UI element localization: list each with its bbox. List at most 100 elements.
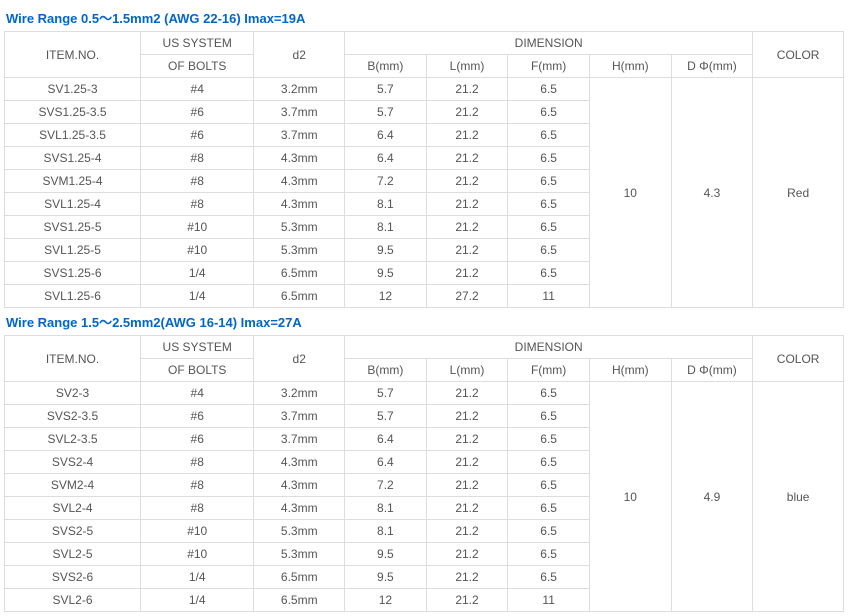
cell-item: SVL1.25-5 [5,239,141,262]
cell-item: SVL1.25-3.5 [5,124,141,147]
header-b: B(mm) [345,55,427,78]
cell-b: 12 [345,589,427,612]
cell-d2: 5.3mm [254,239,345,262]
cell-b: 6.4 [345,428,427,451]
cell-b: 5.7 [345,405,427,428]
cell-us: #8 [141,193,254,216]
cell-b: 6.4 [345,124,427,147]
cell-us: #8 [141,147,254,170]
cell-b: 9.5 [345,239,427,262]
cell-d2: 4.3mm [254,147,345,170]
cell-f: 6.5 [508,147,590,170]
header-f: F(mm) [508,359,590,382]
cell-l: 21.2 [426,239,508,262]
cell-l: 21.2 [426,543,508,566]
cell-d: 4.3 [671,78,753,308]
header-b: B(mm) [345,359,427,382]
cell-f: 11 [508,589,590,612]
header-dimension: DIMENSION [345,32,753,55]
cell-item: SV1.25-3 [5,78,141,101]
cell-us: #6 [141,405,254,428]
cell-f: 6.5 [508,428,590,451]
header-of-bolts: OF BOLTS [141,359,254,382]
cell-d2: 4.3mm [254,193,345,216]
cell-l: 21.2 [426,405,508,428]
cell-f: 6.5 [508,474,590,497]
cell-f: 6.5 [508,239,590,262]
cell-b: 5.7 [345,78,427,101]
header-item: ITEM.NO. [5,32,141,78]
cell-f: 11 [508,285,590,308]
cell-item: SVL2-6 [5,589,141,612]
cell-d2: 3.7mm [254,101,345,124]
cell-d2: 3.2mm [254,78,345,101]
cell-us: 1/4 [141,566,254,589]
cell-b: 8.1 [345,520,427,543]
header-h: H(mm) [589,359,671,382]
table-row: SV2-3#43.2mm5.721.26.5104.9blue [5,382,844,405]
cell-f: 6.5 [508,382,590,405]
cell-us: #4 [141,382,254,405]
cell-us: #8 [141,451,254,474]
cell-item: SVL2-3.5 [5,428,141,451]
header-l: L(mm) [426,359,508,382]
cell-us: 1/4 [141,589,254,612]
cell-d2: 5.3mm [254,520,345,543]
cell-color: blue [753,382,844,612]
cell-item: SVS1.25-3.5 [5,101,141,124]
cell-us: #6 [141,101,254,124]
cell-item: SVL1.25-4 [5,193,141,216]
header-d: D Φ(mm) [671,359,753,382]
cell-l: 21.2 [426,78,508,101]
cell-l: 21.2 [426,451,508,474]
cell-l: 21.2 [426,216,508,239]
cell-d2: 4.3mm [254,497,345,520]
cell-item: SVL1.25-6 [5,285,141,308]
cell-f: 6.5 [508,78,590,101]
cell-b: 6.4 [345,451,427,474]
cell-us: #6 [141,124,254,147]
cell-d2: 3.7mm [254,428,345,451]
cell-us: #10 [141,239,254,262]
cell-b: 9.5 [345,543,427,566]
cell-l: 21.2 [426,101,508,124]
cell-d2: 4.3mm [254,474,345,497]
cell-b: 7.2 [345,474,427,497]
cell-us: #8 [141,170,254,193]
header-dimension: DIMENSION [345,336,753,359]
cell-b: 8.1 [345,193,427,216]
cell-f: 6.5 [508,497,590,520]
table-body: SV2-3#43.2mm5.721.26.5104.9blueSVS2-3.5#… [5,382,844,612]
cell-b: 5.7 [345,382,427,405]
cell-f: 6.5 [508,124,590,147]
cell-l: 21.2 [426,193,508,216]
header-h: H(mm) [589,55,671,78]
cell-f: 6.5 [508,405,590,428]
cell-item: SVM2-4 [5,474,141,497]
header-of-bolts: OF BOLTS [141,55,254,78]
cell-l: 21.2 [426,566,508,589]
cell-d2: 6.5mm [254,566,345,589]
cell-item: SVS2-4 [5,451,141,474]
cell-h: 10 [589,382,671,612]
cell-d2: 5.3mm [254,543,345,566]
cell-l: 21.2 [426,428,508,451]
cell-item: SV2-3 [5,382,141,405]
cell-l: 21.2 [426,382,508,405]
cell-d2: 5.3mm [254,216,345,239]
cell-l: 21.2 [426,497,508,520]
cell-l: 27.2 [426,285,508,308]
cell-b: 9.5 [345,262,427,285]
cell-h: 10 [589,78,671,308]
cell-d2: 6.5mm [254,262,345,285]
cell-item: SVS1.25-4 [5,147,141,170]
header-color: COLOR [753,32,844,78]
spec-table: ITEM.NO. US SYSTEM d2 DIMENSION COLOR OF… [4,31,844,308]
cell-us: 1/4 [141,285,254,308]
cell-f: 6.5 [508,101,590,124]
cell-color: Red [753,78,844,308]
cell-b: 8.1 [345,497,427,520]
cell-f: 6.5 [508,543,590,566]
cell-item: SVS1.25-5 [5,216,141,239]
cell-l: 21.2 [426,474,508,497]
